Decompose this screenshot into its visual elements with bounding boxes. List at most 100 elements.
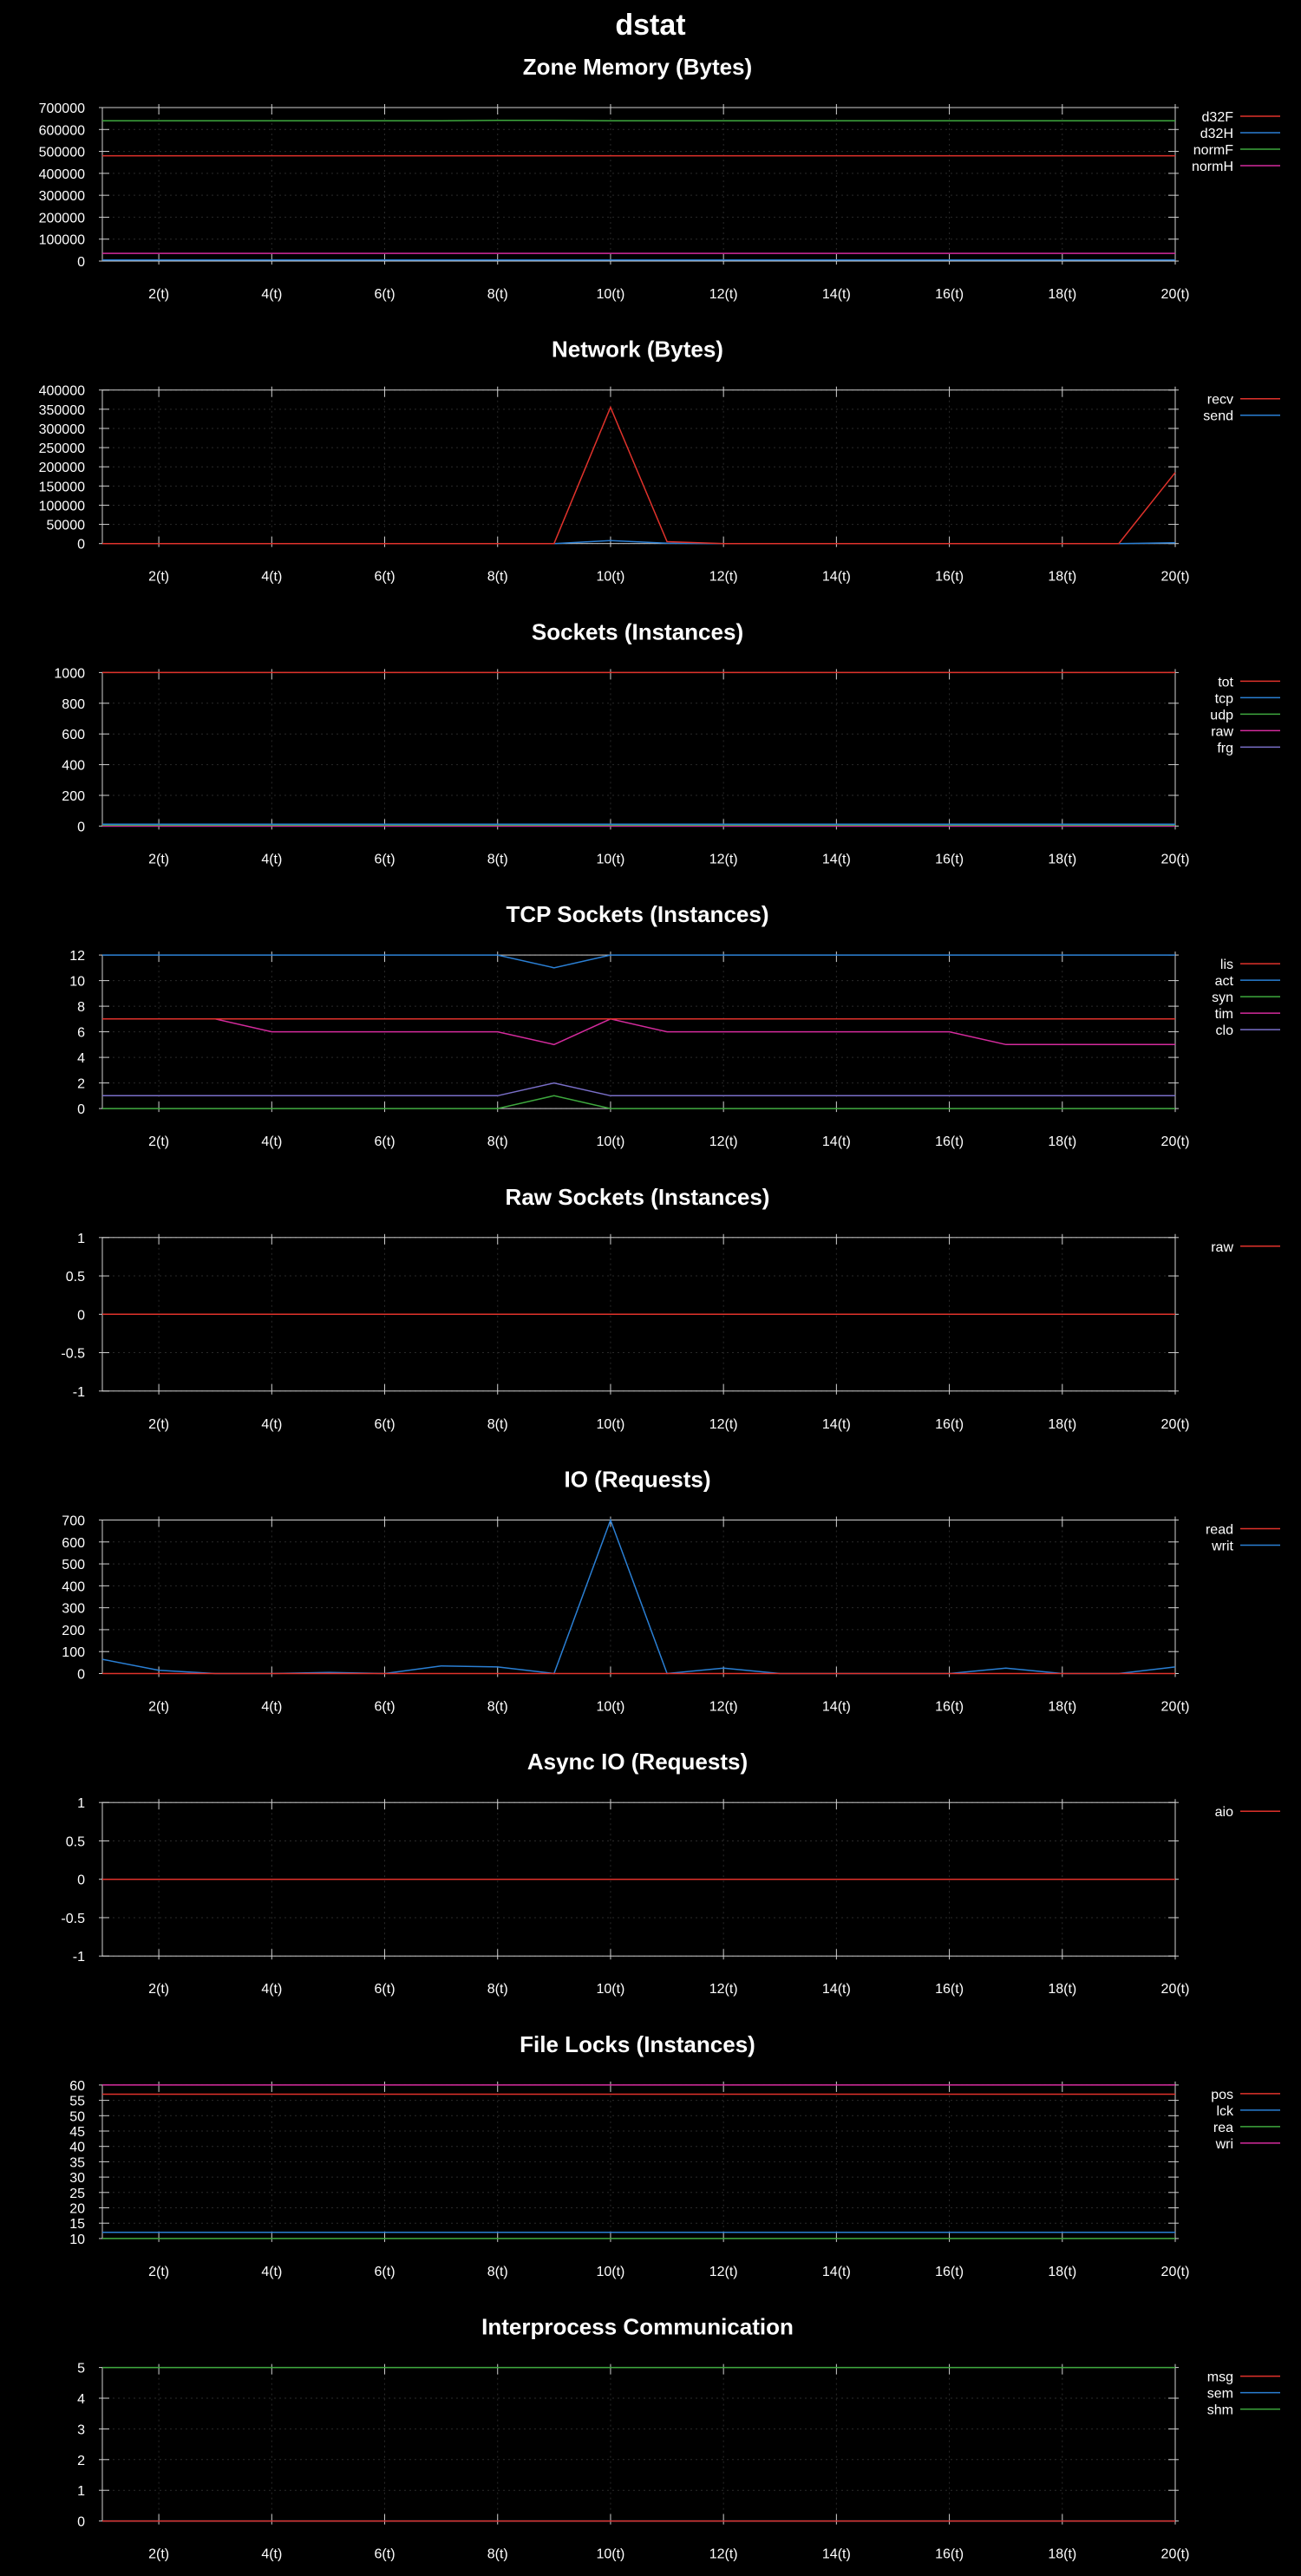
y-tick-label: 0 xyxy=(77,1308,85,1323)
x-tick-label: 8(t) xyxy=(487,2265,508,2279)
legend-label-rea: rea xyxy=(1213,2121,1233,2135)
y-tick-label: 25 xyxy=(69,2187,85,2201)
x-tick-label: 16(t) xyxy=(935,1134,964,1149)
x-tick-label: 14(t) xyxy=(822,570,851,585)
y-tick-label: 10 xyxy=(69,2233,85,2247)
legend-label-raw: raw xyxy=(1211,1240,1233,1255)
x-tick-label: 8(t) xyxy=(487,1700,508,1715)
y-tick-label: 300000 xyxy=(39,189,85,204)
y-tick-label: 300000 xyxy=(39,422,85,437)
legend-label-shm: shm xyxy=(1207,2403,1233,2418)
x-tick-label: 2(t) xyxy=(148,2547,169,2562)
chart-title: Zone Memory (Bytes) xyxy=(523,54,752,80)
y-tick-label: 600000 xyxy=(39,123,85,138)
y-tick-label: 8 xyxy=(77,1000,85,1015)
y-tick-label: 2 xyxy=(77,2454,85,2468)
x-tick-label: 4(t) xyxy=(261,570,282,585)
x-tick-label: 6(t) xyxy=(375,287,396,302)
legend-label-send: send xyxy=(1203,409,1233,424)
legend-label-msg: msg xyxy=(1207,2370,1233,2385)
x-tick-label: 6(t) xyxy=(375,1982,396,1997)
x-tick-label: 10(t) xyxy=(596,1417,624,1432)
x-tick-label: 4(t) xyxy=(261,1982,282,1997)
y-tick-label: 150000 xyxy=(39,480,85,494)
y-tick-label: 10 xyxy=(69,975,85,990)
y-tick-label: 300 xyxy=(62,1602,85,1617)
y-tick-label: 15 xyxy=(69,2217,85,2232)
x-tick-label: 10(t) xyxy=(596,852,624,866)
y-tick-label: 600 xyxy=(62,1536,85,1551)
x-tick-label: 20(t) xyxy=(1161,570,1190,585)
x-tick-label: 12(t) xyxy=(709,287,738,302)
y-tick-label: -0.5 xyxy=(61,1347,85,1362)
x-tick-label: 4(t) xyxy=(261,287,282,302)
y-tick-label: 350000 xyxy=(39,403,85,418)
x-tick-label: 20(t) xyxy=(1161,852,1190,866)
legend-label-udp: udp xyxy=(1210,708,1233,722)
x-tick-label: 8(t) xyxy=(487,1417,508,1432)
y-tick-label: 0 xyxy=(77,1102,85,1117)
legend-label-tot: tot xyxy=(1218,675,1233,690)
x-tick-label: 14(t) xyxy=(822,852,851,866)
y-tick-label: 400 xyxy=(62,759,85,774)
y-tick-label: 0.5 xyxy=(66,1270,85,1285)
x-tick-label: 2(t) xyxy=(148,1134,169,1149)
y-tick-label: 45 xyxy=(69,2125,85,2140)
y-tick-label: 1 xyxy=(77,1232,85,1246)
x-tick-label: 14(t) xyxy=(822,1417,851,1432)
x-tick-label: 4(t) xyxy=(261,1134,282,1149)
x-tick-label: 8(t) xyxy=(487,570,508,585)
x-tick-label: 16(t) xyxy=(935,1417,964,1432)
x-tick-label: 2(t) xyxy=(148,2265,169,2279)
x-tick-label: 18(t) xyxy=(1048,570,1076,585)
y-tick-label: 3 xyxy=(77,2422,85,2437)
x-tick-label: 2(t) xyxy=(148,1700,169,1715)
x-tick-label: 4(t) xyxy=(261,852,282,866)
x-tick-label: 16(t) xyxy=(935,852,964,866)
y-tick-label: -1 xyxy=(73,1385,85,1400)
x-tick-label: 8(t) xyxy=(487,287,508,302)
chart-title: TCP Sockets (Instances) xyxy=(507,901,769,927)
legend-label-syn: syn xyxy=(1212,991,1233,1005)
chart-title: Sockets (Instances) xyxy=(532,618,743,644)
y-tick-label: 100000 xyxy=(39,233,85,248)
x-tick-label: 4(t) xyxy=(261,2265,282,2279)
y-tick-label: 0 xyxy=(77,255,85,270)
x-tick-label: 6(t) xyxy=(375,2547,396,2562)
x-tick-label: 18(t) xyxy=(1048,1417,1076,1432)
x-tick-label: 8(t) xyxy=(487,852,508,866)
chart-title: IO (Requests) xyxy=(564,1467,710,1493)
y-tick-label: 60 xyxy=(69,2079,85,2094)
y-tick-label: 30 xyxy=(69,2171,85,2186)
x-tick-label: 10(t) xyxy=(596,2547,624,2562)
y-tick-label: -1 xyxy=(73,1950,85,1965)
x-tick-label: 6(t) xyxy=(375,1700,396,1715)
legend-label-d32H: d32H xyxy=(1200,127,1233,141)
legend-label-wri: wri xyxy=(1215,2137,1233,2152)
y-tick-label: 700 xyxy=(62,1514,85,1529)
y-tick-label: 5 xyxy=(77,2362,85,2377)
x-tick-label: 18(t) xyxy=(1048,852,1076,866)
x-tick-label: 12(t) xyxy=(709,2265,738,2279)
legend-label-normH: normH xyxy=(1192,160,1233,174)
y-tick-label: 20 xyxy=(69,2202,85,2217)
x-tick-label: 20(t) xyxy=(1161,1700,1190,1715)
y-tick-label: 50 xyxy=(69,2109,85,2124)
chart-title: Network (Bytes) xyxy=(552,337,723,363)
y-tick-label: 12 xyxy=(69,949,85,964)
x-tick-label: 16(t) xyxy=(935,2547,964,2562)
x-tick-label: 14(t) xyxy=(822,2547,851,2562)
y-tick-label: 4 xyxy=(77,2392,85,2407)
x-tick-label: 8(t) xyxy=(487,1134,508,1149)
x-tick-label: 20(t) xyxy=(1161,1134,1190,1149)
legend-label-tcp: tcp xyxy=(1215,691,1233,706)
x-tick-label: 12(t) xyxy=(709,1700,738,1715)
x-tick-label: 12(t) xyxy=(709,852,738,866)
y-tick-label: 0 xyxy=(77,820,85,834)
y-tick-label: 100000 xyxy=(39,499,85,513)
chart-title: Raw Sockets (Instances) xyxy=(506,1184,770,1210)
legend-label-pos: pos xyxy=(1211,2088,1233,2102)
x-tick-label: 4(t) xyxy=(261,1417,282,1432)
legend-label-lis: lis xyxy=(1220,958,1233,972)
x-tick-label: 10(t) xyxy=(596,570,624,585)
